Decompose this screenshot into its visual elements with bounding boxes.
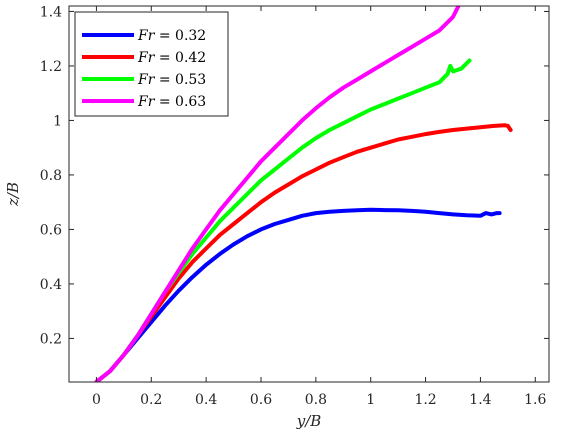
- series-line-4: [94, 6, 461, 382]
- x-axis-label: y/B: [296, 412, 322, 430]
- y-tick-label: 1.4: [40, 4, 62, 20]
- plot-frame: [68, 5, 550, 383]
- x-tick-label: 0: [92, 392, 101, 408]
- y-axis-label: z/B: [4, 182, 22, 207]
- y-tick-label: 1: [53, 113, 62, 129]
- y-tick-label: 1.2: [40, 59, 62, 75]
- series-line-2: [94, 123, 513, 382]
- y-tick-label: 0.8: [40, 168, 62, 184]
- legend: Fr = 0.32 Fr = 0.42 Fr = 0.53 Fr = 0.63: [74, 11, 229, 117]
- x-tick-label: 1.6: [524, 392, 546, 408]
- legend-box: [74, 11, 229, 117]
- x-tick-label: 1.2: [414, 392, 436, 408]
- x-tick-label: 0.6: [250, 392, 272, 408]
- legend-label-2: Fr = 0.42: [137, 50, 206, 66]
- legend-label-4: Fr = 0.63: [137, 94, 206, 110]
- x-tick-label: 0.4: [195, 392, 217, 408]
- x-tick-label: 1.4: [469, 392, 491, 408]
- y-tick-label: 0.2: [40, 331, 62, 347]
- legend-label-3: Fr = 0.53: [137, 72, 206, 88]
- y-tick-label: 0.6: [40, 222, 62, 238]
- x-tick-label: 1: [366, 392, 375, 408]
- x-tick-label: 0.8: [305, 392, 327, 408]
- x-tick-label: 0.2: [140, 392, 162, 408]
- y-tick-label: 0.4: [40, 277, 62, 293]
- legend-label-1: Fr = 0.32: [137, 28, 206, 44]
- series-line-1: [94, 207, 502, 382]
